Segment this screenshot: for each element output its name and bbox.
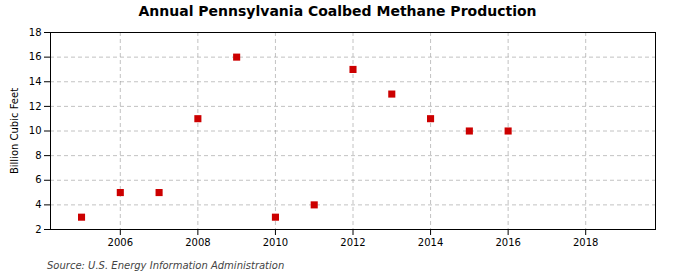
html-text:Source: U.S. Energy Informatio: Source: U.S. Energy Information Administ…	[47, 260, 285, 271]
svg-text:2008: 2008	[185, 237, 210, 248]
svg-text:12: 12	[29, 101, 42, 112]
html-text:Annual Pennsylvania Coalbed Me: Annual Pennsylvania Coalbed Methane Prod…	[138, 3, 537, 19]
svg-text:2006: 2006	[108, 237, 133, 248]
svg-text:6: 6	[35, 174, 41, 185]
svg-text:2: 2	[35, 224, 41, 235]
svg-text:2018: 2018	[573, 237, 598, 248]
svg-text:4: 4	[35, 199, 41, 210]
svg-text:8: 8	[35, 150, 41, 161]
svg-text:2012: 2012	[340, 237, 365, 248]
svg-text:Billion Cubic Feet: Billion Cubic Feet	[9, 88, 20, 174]
svg-text:2010: 2010	[263, 237, 288, 248]
svg-text:18: 18	[29, 27, 42, 38]
svg-text:16: 16	[29, 51, 42, 62]
svg-text:10: 10	[29, 125, 42, 136]
svg-text:2014: 2014	[418, 237, 443, 248]
svg-text:2016: 2016	[495, 237, 520, 248]
svg-text:14: 14	[29, 76, 42, 87]
